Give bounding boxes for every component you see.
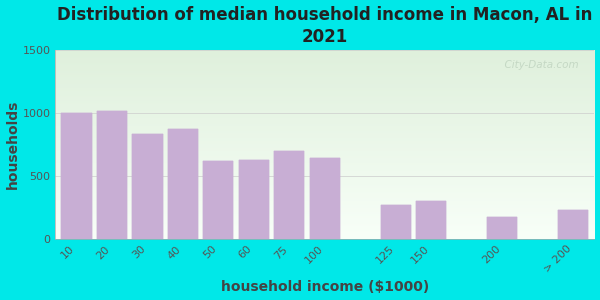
Bar: [239, 160, 269, 239]
Bar: [168, 129, 198, 239]
Bar: [487, 217, 517, 239]
Y-axis label: households: households: [5, 100, 20, 189]
Bar: [133, 134, 163, 239]
Bar: [310, 158, 340, 239]
Bar: [380, 205, 411, 239]
Title: Distribution of median household income in Macon, AL in
2021: Distribution of median household income …: [57, 6, 593, 46]
Bar: [558, 210, 588, 239]
Bar: [239, 160, 269, 239]
X-axis label: household income ($1000): household income ($1000): [221, 280, 429, 294]
Bar: [558, 210, 588, 239]
Bar: [487, 217, 517, 239]
Bar: [61, 113, 92, 239]
Bar: [61, 113, 92, 239]
Bar: [133, 134, 163, 239]
Bar: [416, 201, 446, 239]
Bar: [416, 201, 446, 239]
Bar: [97, 110, 127, 239]
Bar: [203, 161, 233, 239]
Text: City-Data.com: City-Data.com: [497, 59, 578, 70]
Bar: [97, 110, 127, 239]
Bar: [380, 205, 411, 239]
Bar: [310, 158, 340, 239]
Bar: [274, 151, 304, 239]
Bar: [168, 129, 198, 239]
Bar: [203, 161, 233, 239]
Bar: [274, 151, 304, 239]
